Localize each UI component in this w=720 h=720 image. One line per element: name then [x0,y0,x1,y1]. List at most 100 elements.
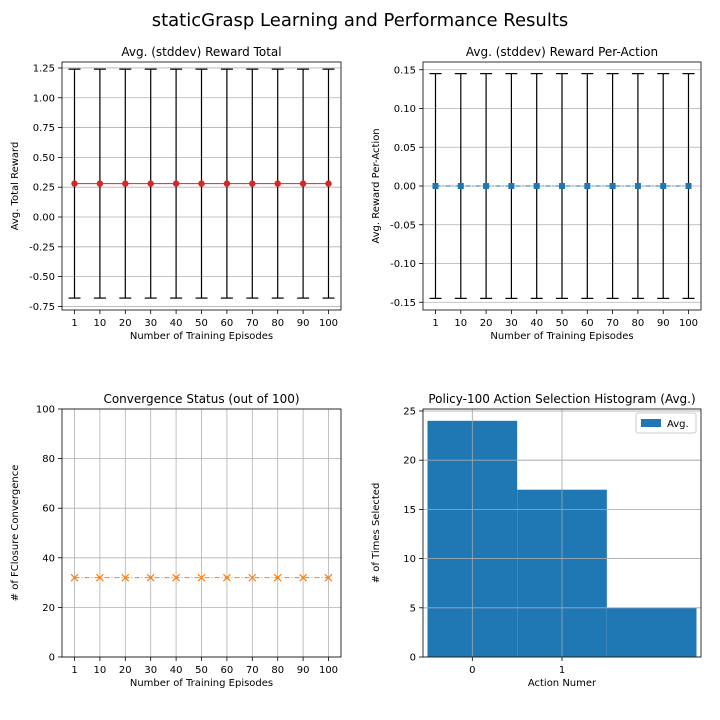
data-point [95,573,104,582]
y-tick-label: -0.50 [29,272,55,283]
x-axis-label: Number of Training Episodes [130,678,273,689]
y-axis-label: # of Times Selected [371,483,382,584]
x-tick-label: 70 [606,318,619,329]
data-point [432,183,439,189]
y-tick-label: 0.00 [394,182,416,193]
x-tick-label: 10 [94,318,107,329]
x-tick-label: 60 [221,665,234,676]
data-point [325,180,332,187]
x-tick-label: 30 [144,665,157,676]
y-tick-label: 0.00 [33,213,55,224]
y-tick-label: 0.15 [394,65,416,76]
data-point [508,183,515,189]
x-tick-label: 1 [432,318,438,329]
x-tick-label: 80 [271,665,284,676]
subplot-1: -0.75 -0.50 -0.25 0.00 0.25 0.50 0.75 1.00 1.25 1… [10,45,342,342]
data-point [222,573,231,582]
y-tick-label: 0.75 [33,123,55,134]
x-tick-label: 60 [581,318,594,329]
x-tick-label: 50 [195,318,208,329]
y-tick-label: 0 [410,653,416,664]
x-tick-label: 1 [71,318,77,329]
y-tick-label: -0.05 [390,220,416,231]
y-axis-label: Avg. Reward Per-Action [371,128,382,243]
x-tick-label: 40 [170,665,183,676]
y-tick-label: 60 [42,504,55,515]
y-tick-label: 10 [403,554,416,565]
x-tick-label: 30 [505,318,518,329]
data-point [609,183,616,189]
data-point [147,180,154,187]
data-point [299,573,308,582]
x-tick-label: 90 [297,318,310,329]
axes-frame [422,408,702,658]
x-axis-label: Action Numer [528,678,597,689]
x-tick-label: 50 [195,665,208,676]
data-point [172,573,181,582]
data-point [172,180,180,187]
y-tick-label: 5 [410,603,416,614]
data-point [198,180,205,187]
y-tick-label: 0.10 [394,104,416,115]
data-point [660,183,667,189]
x-tick-label: 80 [632,318,645,329]
data-point [197,573,206,582]
legend-box [635,412,697,434]
x-tick-label: 20 [119,318,132,329]
data-point [122,180,129,187]
subplot-title: Avg. (stddev) Reward Total [121,45,281,59]
y-tick-label: 100 [36,405,55,416]
x-tick-label: 40 [530,318,543,329]
subplot-title: Convergence Status (out of 100) [103,392,299,406]
data-point [121,573,130,582]
x-tick-label: 100 [319,318,338,329]
y-tick-label: 15 [403,505,416,516]
x-tick-label: 70 [246,318,259,329]
y-axis-label: # of FClosure Convergence [10,465,21,602]
legend-swatch [641,419,661,427]
data-point [533,183,540,189]
data-point [299,180,307,187]
y-tick-label: 80 [42,454,55,465]
x-tick-label: 1 [559,665,565,676]
axes-frame [422,61,702,311]
y-tick-label: 20 [403,456,416,467]
data-point [223,180,231,187]
x-tick-label: 30 [144,318,157,329]
x-tick-label: 50 [556,318,569,329]
y-tick-label: 20 [42,603,55,614]
x-tick-label: 0 [469,665,475,676]
x-axis-label: Number of Training Episodes [130,331,273,342]
y-tick-label: -0.25 [29,242,55,253]
y-tick-label: 1.00 [33,93,55,104]
data-point [70,573,79,582]
subplot-title: Avg. (stddev) Reward Per-Action [466,45,658,59]
x-tick-label: 90 [657,318,670,329]
x-tick-label: 90 [297,665,310,676]
data-point [273,573,282,582]
data-point [248,573,257,582]
x-tick-label: 10 [94,665,107,676]
axes-frame [61,61,342,311]
y-tick-label: 0.25 [33,183,55,194]
data-point [324,573,333,582]
data-point [274,180,281,187]
y-tick-label: -0.75 [29,302,55,313]
data-point [146,573,155,582]
data-point [249,180,256,187]
x-axis-label: Number of Training Episodes [490,331,633,342]
y-tick-label: 25 [403,406,416,417]
data-point [685,183,692,189]
data-point [634,183,641,189]
x-tick-label: 100 [319,665,338,676]
x-tick-label: 60 [221,318,234,329]
legend: Avg. [635,412,697,434]
data-point [457,183,464,189]
x-tick-label: 20 [480,318,493,329]
figure-title: staticGrasp Learning and Performance Res… [151,10,569,31]
data-point [559,183,565,189]
subplot-2: -0.15 -0.10 -0.05 0.00 0.05 0.10 0.15 1 10 20 30 40… [371,45,702,342]
x-tick-label: 20 [119,665,132,676]
axes-frame [61,408,342,658]
